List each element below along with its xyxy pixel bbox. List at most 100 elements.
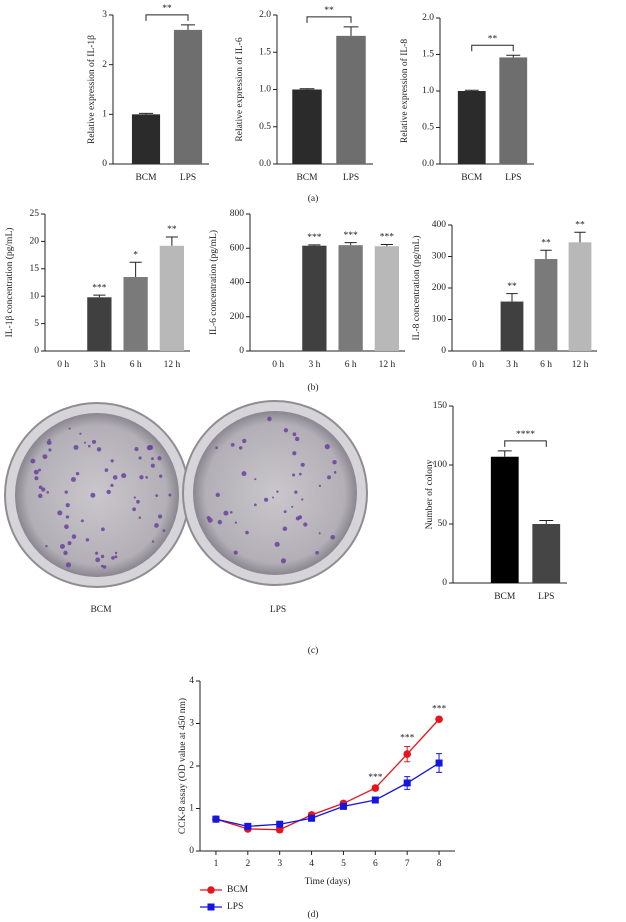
- colony-dot: [91, 439, 97, 445]
- colony-dot: [100, 564, 104, 568]
- y-axis-label: CCK-8 assay (OD value at 450 nm): [177, 698, 188, 834]
- bar: [302, 245, 327, 351]
- colony-dot: [111, 556, 115, 560]
- colony-dot: [38, 485, 43, 490]
- colony-dot: [154, 523, 159, 528]
- x-tick-label: 1: [214, 859, 219, 869]
- colony-dot: [48, 448, 52, 452]
- colony-dot: [64, 524, 69, 529]
- colony-dot: [315, 550, 319, 555]
- y-tick-label: 0: [102, 159, 107, 169]
- x-tick-label: 3: [277, 859, 282, 869]
- error-bar: [138, 112, 154, 115]
- y-tick-label: 50: [438, 519, 448, 529]
- significance: **: [162, 4, 172, 14]
- colony-dot: [121, 473, 127, 479]
- colony-dot: [102, 565, 107, 569]
- bar: [336, 35, 366, 164]
- bar: [123, 277, 148, 351]
- bar: [374, 246, 400, 351]
- colony-dot: [168, 493, 172, 497]
- colony-dot: [324, 444, 330, 450]
- colony-dot: [151, 457, 154, 461]
- colony-dot: [151, 540, 155, 543]
- marker: [371, 796, 379, 804]
- bar: [534, 259, 558, 351]
- y-tick-label: 200: [230, 312, 245, 322]
- x-tick-label: 6 h: [540, 360, 552, 370]
- x-tick-label: 6 h: [130, 360, 142, 370]
- colony-dot: [38, 468, 41, 472]
- colony-dot: [80, 519, 84, 523]
- y-tick-label: 1.0: [422, 86, 434, 96]
- bar: [457, 91, 486, 164]
- colony-dot: [59, 543, 65, 549]
- x-tick-label: BCM: [135, 173, 157, 183]
- dish-label: BCM: [90, 605, 112, 615]
- x-tick-label: 3 h: [93, 360, 105, 370]
- colony-dot: [283, 428, 289, 433]
- colony-dot: [150, 463, 155, 468]
- y-tick-label: 100: [432, 315, 447, 325]
- colony-dot: [155, 494, 159, 497]
- significance: ***: [400, 734, 415, 744]
- colony-dot: [65, 562, 72, 568]
- y-tick-label: 2: [102, 60, 107, 70]
- y-tick-label: 15: [30, 264, 40, 274]
- colony-dot: [330, 534, 335, 540]
- significance-bracket: [306, 16, 352, 23]
- x-tick-label: 3 h: [308, 360, 320, 370]
- colony-dot: [300, 462, 305, 467]
- colony-dot: [132, 507, 136, 512]
- colony-dot: [75, 471, 80, 476]
- colony-dot: [245, 530, 249, 535]
- error-bar: [343, 26, 359, 36]
- dish-label: LPS: [270, 605, 286, 615]
- y-tick-label: 100: [433, 460, 448, 470]
- colony-dot: [101, 527, 105, 532]
- error-bar: [464, 89, 479, 91]
- x-tick-label: LPS: [343, 173, 359, 183]
- bar: [292, 89, 322, 164]
- y-tick-label: 0.0: [422, 159, 434, 169]
- x-axis-label: Time (days): [305, 876, 351, 887]
- y-tick-label: 3: [189, 719, 194, 729]
- error-bar: [129, 261, 142, 278]
- x-tick-label: 0 h: [272, 360, 284, 370]
- colony-dot: [292, 473, 296, 477]
- colony-dot: [272, 496, 275, 499]
- error-bar: [344, 242, 357, 246]
- significance: *: [133, 250, 138, 260]
- bar: [159, 245, 185, 351]
- colony-dot: [68, 427, 71, 430]
- colony-dot: [230, 443, 235, 447]
- error-bar: [299, 88, 315, 90]
- x-tick-label: 2: [245, 859, 250, 869]
- x-tick-label: 7: [405, 859, 410, 869]
- colony-dot: [45, 544, 48, 548]
- colony-dot: [318, 484, 322, 488]
- bar: [338, 245, 363, 351]
- colony-dot: [133, 496, 136, 499]
- y-tick-label: 150: [433, 401, 448, 411]
- x-tick-label: 12 h: [572, 360, 589, 370]
- x-tick-label: LPS: [538, 592, 554, 602]
- colony-dot: [90, 492, 96, 498]
- colony-dot: [241, 471, 247, 477]
- colony-dot: [106, 489, 111, 495]
- colony-dot: [206, 515, 211, 520]
- colony-dot: [298, 515, 303, 520]
- error-bar: [540, 249, 552, 260]
- colony-dot: [114, 551, 118, 555]
- y-tick-label: 400: [230, 278, 245, 288]
- colony-dot: [63, 550, 68, 556]
- colony-dot: [110, 459, 114, 463]
- colony-dot: [292, 432, 297, 437]
- error-bar: [506, 293, 518, 302]
- dish-images: [4, 400, 368, 588]
- colony-dot: [85, 538, 90, 542]
- x-tick-label: 6 h: [345, 360, 357, 370]
- marker: [212, 815, 220, 823]
- significance: **: [575, 220, 585, 230]
